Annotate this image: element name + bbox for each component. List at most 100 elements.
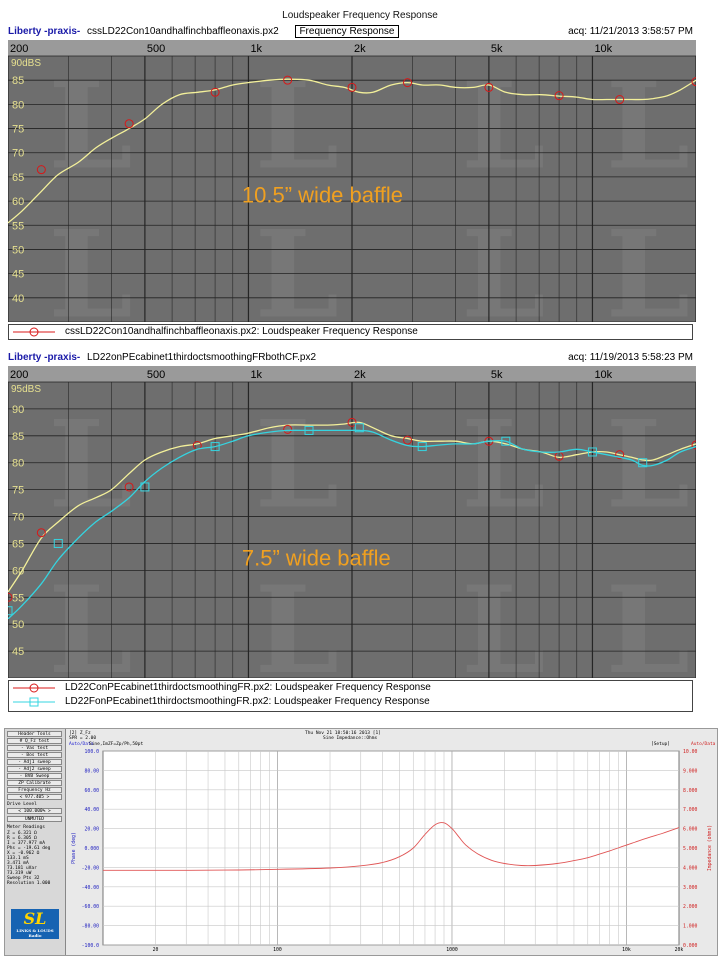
chart1-acq-time: acq: 11/21/2013 3:58:57 PM	[568, 26, 693, 37]
meter-reading-9: 73.319 uW	[7, 871, 32, 876]
setup-button[interactable]: [Setup]	[651, 742, 670, 747]
chart1-legend-swatch	[13, 327, 55, 337]
panel-button-1[interactable]: Header Tools	[7, 731, 62, 737]
chart2-header: Liberty -praxis- LD22onPEcabinet1thirdoc…	[8, 352, 693, 366]
resolution: Resolution 1.000	[7, 881, 51, 886]
chart2-y-tick-label: 55	[12, 592, 24, 604]
chart2-legend-label-2: LD22FonPEcabinet1thirdoctsmoothingFR.px2…	[65, 696, 430, 707]
meter-readings-title: Meter Readings	[7, 825, 45, 830]
chart2-series-2-marker	[417, 442, 427, 452]
chart1-x-tick-label: 10k	[594, 43, 612, 55]
chart2-series-1-marker	[691, 440, 696, 450]
impedance-axis-label: Impedance (ohms)	[707, 825, 713, 871]
impedance-tick-label: 4.000	[683, 865, 698, 871]
chart1-watermark-3: L	[606, 56, 690, 197]
chart1-legend: cssLD22Con10andhalfinchbaffleonaxis.px2:…	[8, 324, 693, 340]
sweep-description: Sine,ImZF=Zp/Ph,50pt	[89, 742, 144, 747]
chart1-series-1-marker	[403, 78, 413, 88]
phase-tick-label: -40.00	[82, 885, 99, 891]
phase-tick-label: -100.0	[82, 943, 99, 949]
chart2-watermark-5: L	[255, 560, 339, 678]
drive-level-stepper[interactable]: < 100.000% >	[7, 808, 62, 814]
chart2-legend-swatch-2	[13, 697, 55, 707]
chart1-y-tick-label: 40	[12, 293, 24, 305]
phase-tick-label: 80.00	[85, 768, 100, 774]
impedance-tick-label: 5.000	[683, 846, 698, 852]
chart2-watermark-7: L	[606, 560, 690, 678]
chart1-series-1-marker	[615, 95, 625, 105]
chart2-legend-label-1: LD22ConPEcabinet1thirdoctsmoothingFR.px2…	[65, 682, 431, 693]
phase-tick-label: -60.00	[82, 904, 99, 910]
chart2-x-tick-label: 1k	[250, 369, 262, 381]
phase-tick-label: 20.00	[85, 827, 100, 833]
chart1-x-tick-label: 1k	[250, 43, 262, 55]
chart2-y-top-label: 95dBS	[11, 384, 41, 395]
chart2-legend-entry-2: LD22FonPEcabinet1thirdoctsmoothingFR.px2…	[9, 695, 692, 709]
panel-button-3[interactable]: - Vas test	[7, 745, 62, 751]
chart1-y-tick-label: 65	[12, 172, 24, 184]
chart1-view-tag[interactable]: Frequency Response	[295, 25, 399, 38]
impedance-tick-label: 0.000	[683, 943, 698, 949]
chart2-series-1-marker	[283, 424, 293, 434]
impedance-phase-plot: 100.0 80.00 60.00 40.00 20.00 0.000 -20.00 -40.…	[71, 749, 713, 953]
chart2-series-1-marker	[347, 417, 357, 427]
chart1-watermark-7: L	[606, 205, 690, 322]
window-header-center: Thu Nov 21 18:50:16 2013 [1]	[305, 731, 381, 736]
panel-button-2[interactable]: # Q_Fz test	[7, 738, 62, 744]
chart1-watermark-1: L	[255, 56, 339, 197]
frequency-stepper[interactable]: < 977.405 >	[7, 794, 62, 800]
panel-button-6[interactable]: - Adj2 sweep	[7, 766, 62, 772]
phase-axis-mode[interactable]: Auto/Data	[69, 742, 94, 747]
sweep-points: Sweep Pts 32	[7, 876, 40, 881]
chart2-y-tick-label: 90	[12, 404, 24, 416]
window-header-left: [2] Z_Fz	[69, 731, 91, 736]
chart2-series-1-marker	[403, 435, 413, 445]
chart2-series-2-marker	[8, 606, 13, 616]
chart1-series-1-marker	[283, 75, 293, 85]
panel-button-9[interactable]: Frequency Hz	[7, 787, 62, 793]
chart1-series-1-marker	[210, 87, 220, 97]
chart2-watermark-0: L	[48, 394, 132, 535]
phase-tick-label: -20.00	[82, 865, 99, 871]
chart2-legend: LD22ConPEcabinet1thirdoctsmoothingFR.px2…	[8, 680, 693, 712]
panel-button-8[interactable]: ZP Calibrate	[7, 780, 62, 786]
phase-tick-label: 0.000	[85, 846, 100, 852]
impedance-tick-label: 6.000	[683, 827, 698, 833]
meter-reading-4: Phs = -19.61 deg	[7, 846, 51, 851]
logo-mark: SL	[23, 909, 47, 928]
meter-reading-2: R = 6.305 Ω	[7, 836, 37, 841]
chart1-series-1-marker	[554, 91, 564, 101]
chart2-y-tick-label: 60	[12, 565, 24, 577]
chart2-annotation: 7.5” wide baffle	[242, 546, 391, 571]
window-header-left-2: SPR = 2.00	[69, 736, 97, 741]
chart1-y-tick-label: 75	[12, 124, 24, 136]
chart2-y-tick-label: 50	[12, 619, 24, 631]
chart2-series-1-marker	[8, 592, 13, 602]
chart2-series-2-marker	[501, 436, 511, 446]
chart1-x-tick-label: 5k	[491, 43, 503, 55]
chart1-watermark-5: L	[255, 205, 339, 322]
meter-reading-8: 73.181 uVar	[7, 866, 37, 871]
chart2-series-line-1	[8, 421, 696, 593]
impedance-x-tick-label: 100	[273, 947, 282, 953]
chart1-y-tick-label: 70	[12, 148, 24, 160]
chart2-watermark-3: L	[606, 394, 690, 535]
impedance-x-tick-label: 20k	[675, 947, 684, 953]
mute-toggle[interactable]: UNMUTED	[7, 816, 62, 822]
chart1-header: Liberty -praxis- cssLD22Con10andhalfinch…	[8, 25, 693, 40]
phase-axis-label: Phase (deg)	[71, 832, 77, 864]
chart1-x-tick-label: 500	[147, 43, 165, 55]
chart1-annotation: 10.5” wide baffle	[242, 182, 403, 207]
chart1-x-tick-label: 200	[10, 43, 28, 55]
chart1-filename: cssLD22Con10andhalfinchbaffleonaxis.px2	[87, 26, 279, 37]
impedance-axis-mode[interactable]: Auto/Data	[691, 742, 716, 747]
chart2-series-2-marker	[210, 442, 220, 452]
panel-button-7[interactable]: - BVB Sweep	[7, 773, 62, 779]
phase-tick-label: 40.00	[85, 807, 100, 813]
panel-button-5[interactable]: - Adj1 sweep	[7, 759, 62, 765]
chart2-watermark-4: L	[48, 560, 132, 678]
panel-button-4[interactable]: - Bos test	[7, 752, 62, 758]
chart2-y-tick-label: 75	[12, 485, 24, 497]
chart2-watermark-1: L	[255, 394, 339, 535]
